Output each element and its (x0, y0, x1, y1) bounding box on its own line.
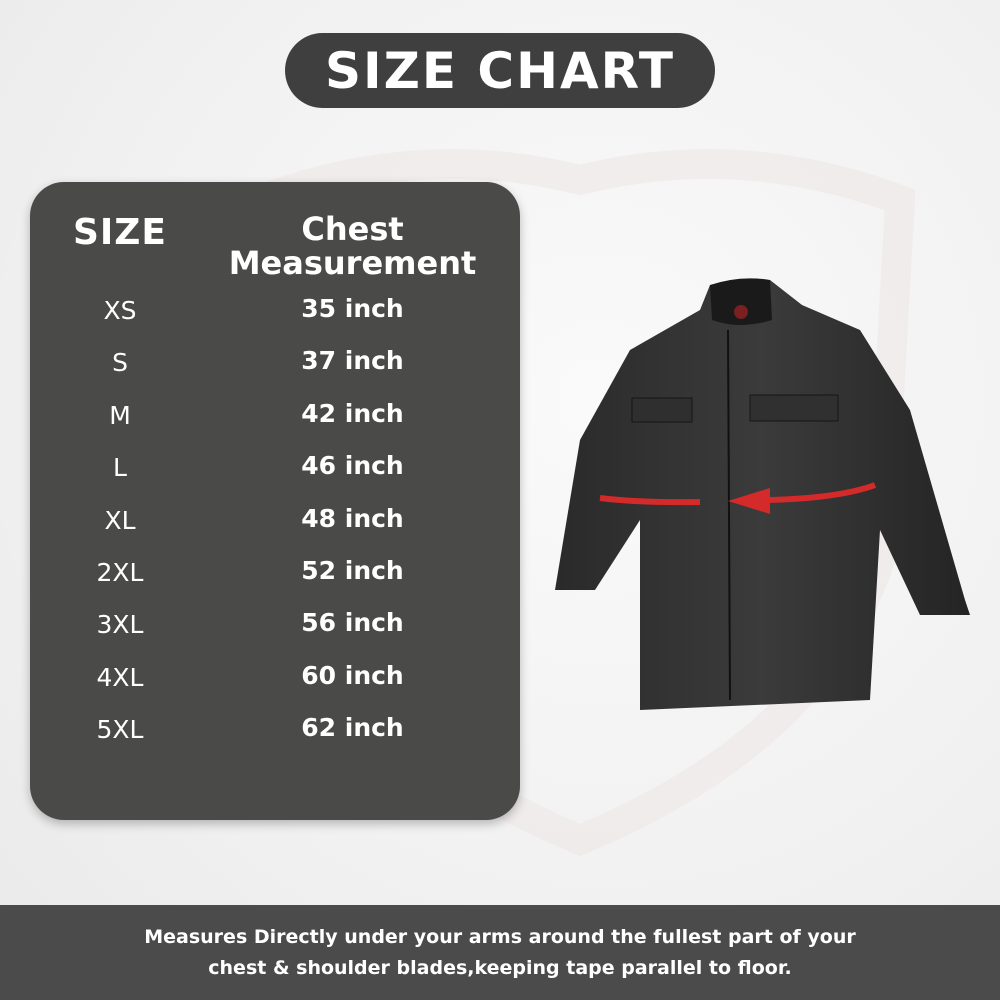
table-row: XS 35 inch (30, 286, 520, 338)
table-row: 4XL 60 inch (30, 653, 520, 705)
table-row: 2XL 52 inch (30, 548, 520, 600)
footer-line2: chest & shoulder blades,keeping tape par… (208, 956, 792, 979)
chest-cell: 56 inch (301, 608, 404, 638)
table-row: S 37 inch (30, 338, 520, 390)
chest-cell: 62 inch (301, 713, 404, 743)
header-chest-line1: Chest (301, 210, 404, 248)
chest-cell: 35 inch (301, 294, 404, 323)
header-chest: Chest Measurement (215, 212, 490, 280)
table-row: M 42 inch (30, 391, 520, 443)
chest-cell: 48 inch (301, 503, 404, 533)
size-table: SIZE Chest Measurement XS 35 inch S 37 inch… (30, 182, 520, 820)
jacket-image (555, 278, 970, 710)
chest-cell: 37 inch (301, 346, 404, 376)
table-row: 3XL 56 inch (30, 600, 520, 652)
table-row: L 46 inch (30, 443, 520, 495)
chest-cell: 60 inch (301, 660, 404, 690)
chest-cell: 46 inch (301, 451, 404, 481)
chest-cell: 42 inch (301, 398, 404, 428)
arrow-head-icon (728, 488, 770, 514)
page-title: SIZE CHART (285, 33, 715, 108)
size-cell: XS (103, 296, 137, 325)
size-cell: 3XL (96, 610, 144, 640)
size-cell: XL (104, 505, 136, 535)
size-cell: 5XL (96, 715, 144, 745)
size-cell: 2XL (96, 558, 144, 587)
size-cell: S (112, 348, 128, 378)
measure-line (599, 495, 701, 506)
size-cell: 4XL (96, 662, 144, 692)
measure-arrow-line (769, 482, 877, 503)
footer-instructions: Measures Directly under your arms around… (0, 905, 1000, 1000)
table-row: 5XL 62 inch (30, 705, 520, 757)
chest-cell: 52 inch (301, 556, 404, 585)
footer-line1: Measures Directly under your arms around… (144, 925, 856, 948)
header-chest-line2: Measurement (228, 244, 477, 282)
size-cell: L (113, 453, 127, 483)
table-row: XL 48 inch (30, 496, 520, 548)
header-size: SIZE (72, 212, 168, 253)
size-cell: M (109, 400, 131, 430)
